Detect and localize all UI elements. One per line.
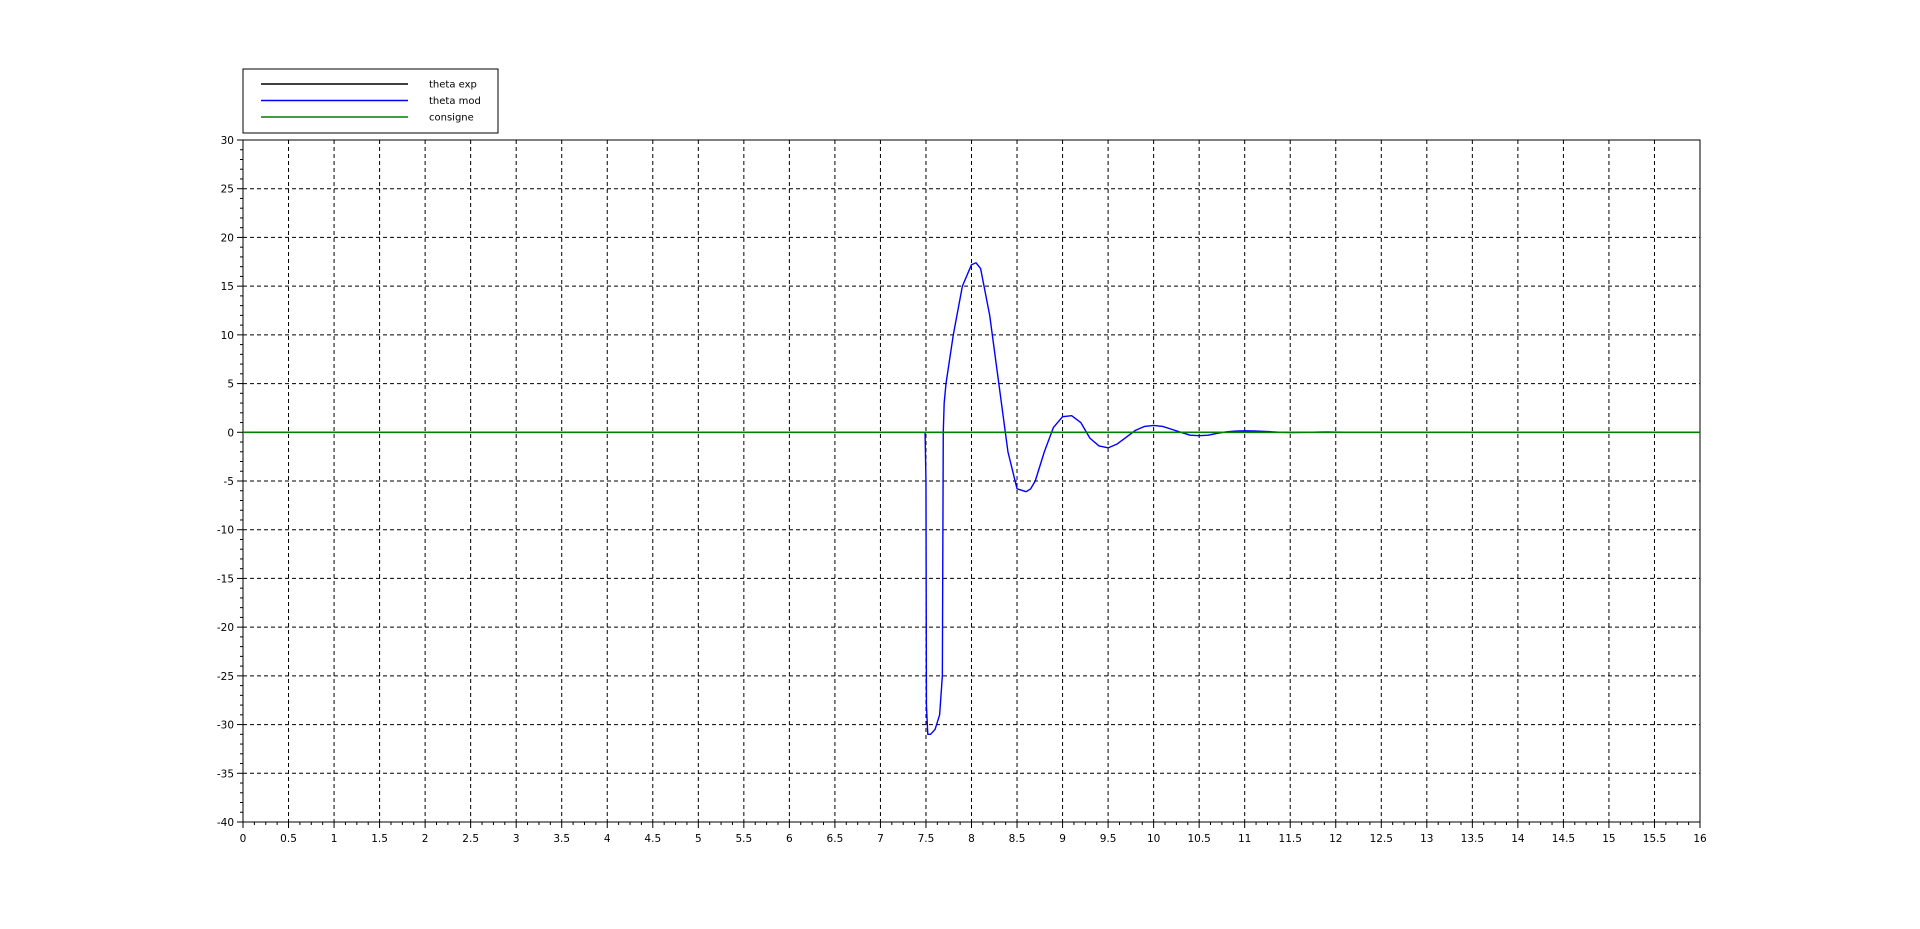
legend: theta exp theta mod consigne (242, 68, 499, 134)
y-tick-label: 10 (221, 330, 234, 342)
x-tick-label: 10 (1147, 833, 1160, 845)
legend-label: theta exp (429, 80, 477, 91)
x-tick-label: 5.5 (735, 833, 752, 845)
y-tick-label: -40 (217, 817, 234, 829)
x-tick-label: 15 (1602, 833, 1615, 845)
y-tick-label: 0 (227, 427, 234, 439)
x-tick-label: 5 (695, 833, 702, 845)
x-tick-label: 2.5 (462, 833, 479, 845)
y-tick-label: 30 (221, 135, 234, 147)
x-tick-label: 7 (877, 833, 884, 845)
x-tick-label: 1 (331, 833, 338, 845)
x-tick-label: 13 (1420, 833, 1433, 845)
x-tick-label: 3.5 (553, 833, 570, 845)
x-tick-label: 0 (240, 833, 247, 845)
y-tick-label: 25 (221, 184, 234, 196)
x-tick-label: 11.5 (1279, 833, 1302, 845)
series-layer (243, 262, 1700, 736)
x-tick-label: 8 (968, 833, 975, 845)
x-tick-label: 2 (422, 833, 429, 845)
x-tick-label: 7.5 (918, 833, 935, 845)
x-tick-label: 14.5 (1552, 833, 1575, 845)
y-tick-label: 20 (221, 232, 234, 244)
y-tick-label: -35 (217, 768, 234, 780)
x-tick-label: 14 (1511, 833, 1525, 845)
x-tick-label: 16 (1693, 833, 1707, 845)
x-tick-label: 0.5 (280, 833, 297, 845)
y-tick-label: -30 (217, 720, 234, 732)
legend-label: consigne (429, 113, 474, 124)
x-tick-label: 1.5 (371, 833, 388, 845)
legend-label: theta mod (429, 96, 481, 107)
x-tick-label: 13.5 (1461, 833, 1484, 845)
x-tick-label: 9.5 (1100, 833, 1117, 845)
x-tick-label: 12 (1329, 833, 1342, 845)
x-tick-label: 12.5 (1370, 833, 1393, 845)
x-axis-ticks: 0 0.5 1 1.5 2 2.5 3 3.5 4 4.5 5 5.5 6 6.5 7 7.5 8 8.5 9 9.5… (240, 822, 1707, 845)
x-tick-label: 4 (604, 833, 611, 845)
x-tick-label: 6.5 (827, 833, 844, 845)
x-tick-label: 10.5 (1187, 833, 1210, 845)
y-tick-label: -10 (217, 525, 234, 537)
y-tick-label: -15 (217, 573, 234, 585)
y-axis-ticks: 30 25 20 15 10 5 0 -5 -10 -15 -20 -25 -30 -35 -40 (217, 135, 243, 829)
y-tick-label: -25 (217, 671, 234, 683)
x-tick-label: 4.5 (644, 833, 661, 845)
y-tick-label: -5 (224, 476, 234, 488)
y-tick-label: 5 (227, 379, 234, 391)
y-tick-label: -20 (217, 622, 234, 634)
x-tick-label: 3 (513, 833, 520, 845)
y-tick-label: 15 (221, 281, 234, 293)
x-tick-label: 8.5 (1009, 833, 1026, 845)
x-tick-label: 9 (1059, 833, 1066, 845)
x-tick-label: 6 (786, 833, 793, 845)
x-tick-label: 15.5 (1643, 833, 1666, 845)
x-tick-label: 11 (1238, 833, 1251, 845)
